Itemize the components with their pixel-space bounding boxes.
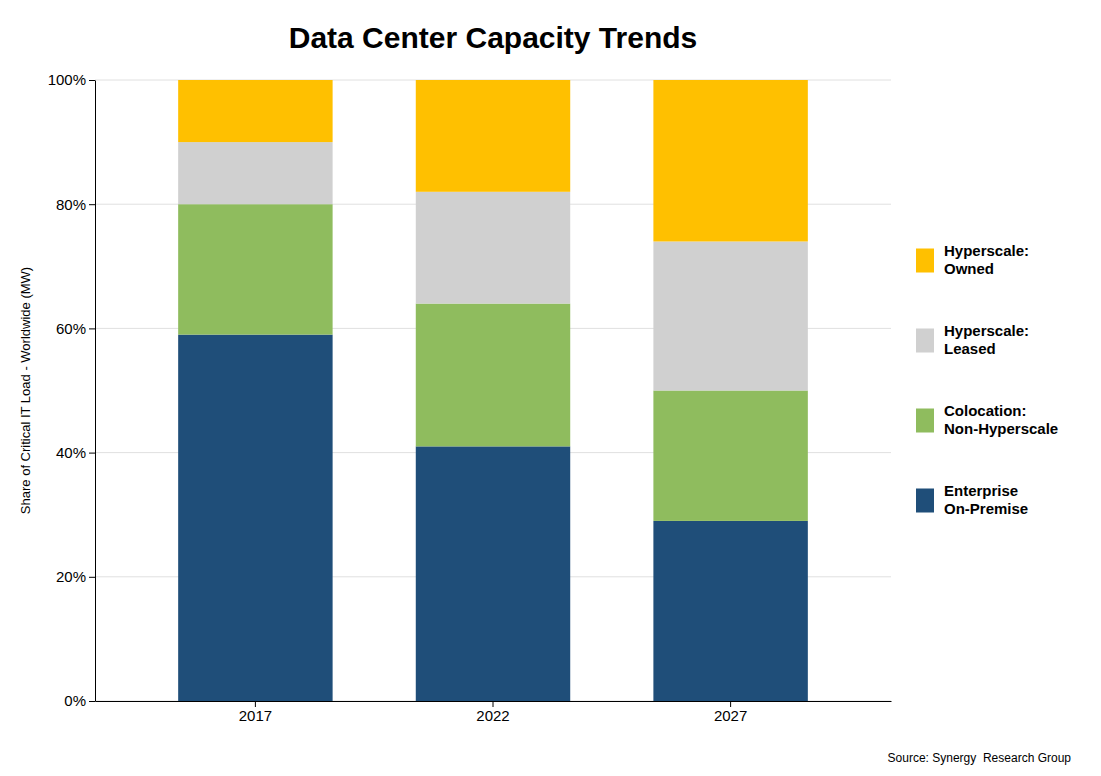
bar xyxy=(653,391,807,521)
source: Source: Synergy Research Group xyxy=(888,751,1072,765)
legend-item: Hyperscale:Owned xyxy=(916,241,1029,276)
legend: Hyperscale:Owned Hyperscale:Leased Colocat… xyxy=(916,241,1058,516)
tick-label: 100% xyxy=(48,71,86,88)
tick-mark xyxy=(89,328,95,329)
tick-label: 40% xyxy=(56,444,86,461)
tick-label: 0% xyxy=(64,692,86,709)
tick-label: 80% xyxy=(56,196,86,213)
legend-label: Hyperscale:Owned xyxy=(944,241,1029,276)
tick-mark xyxy=(89,204,95,205)
bar-series xyxy=(178,80,808,241)
axis-line xyxy=(95,81,96,702)
tick-label: 2022 xyxy=(476,707,509,724)
bar xyxy=(416,80,570,192)
tick-mark xyxy=(89,80,95,81)
bar xyxy=(178,142,332,204)
y-tick: 100% xyxy=(48,71,95,88)
x-axis: 2017 2022 2027 xyxy=(96,701,892,724)
y-tick: 40% xyxy=(56,444,95,461)
tick-label: 2027 xyxy=(714,707,747,724)
tick-mark xyxy=(89,701,95,702)
bar xyxy=(416,304,570,447)
plot: 0% 20% 40% 60% 80% 100% 2017 2022 2027 xyxy=(48,71,892,723)
bar xyxy=(178,204,332,334)
bar xyxy=(178,335,332,701)
y-tick: 80% xyxy=(56,196,95,213)
tick-mark xyxy=(89,453,95,454)
y-tick: 0% xyxy=(64,692,95,709)
legend-label: Colocation:Non-Hyperscale xyxy=(944,401,1058,436)
legend-swatch xyxy=(916,329,934,353)
legend-swatch xyxy=(916,489,934,513)
tick-label: 20% xyxy=(56,568,86,585)
bar xyxy=(416,446,570,701)
legend-swatch xyxy=(916,249,934,273)
bars xyxy=(178,80,808,701)
bar xyxy=(653,521,807,701)
bar xyxy=(653,241,807,390)
chart: 0% 20% 40% 60% 80% 100% 2017 2022 2027 Data Cente… xyxy=(0,0,1101,776)
legend-swatch xyxy=(916,409,934,433)
bar xyxy=(416,192,570,304)
legend-item: EnterpriseOn-Premise xyxy=(916,481,1028,516)
x-tick: 2017 xyxy=(239,701,272,724)
legend-label: EnterpriseOn-Premise xyxy=(944,481,1028,516)
x-tick: 2022 xyxy=(476,701,509,724)
x-tick: 2027 xyxy=(714,701,747,724)
bar xyxy=(653,80,807,241)
legend-item: Colocation:Non-Hyperscale xyxy=(916,401,1058,436)
legend-label: Hyperscale:Leased xyxy=(944,321,1029,356)
grid xyxy=(95,80,891,701)
y-axis: 0% 20% 40% 60% 80% 100% xyxy=(48,71,96,709)
y-tick: 60% xyxy=(56,320,95,337)
tick-label: 2017 xyxy=(239,707,272,724)
bar xyxy=(178,80,332,142)
title: Data Center Capacity Trends xyxy=(289,21,697,54)
y-axis-title: Share of Critical IT Load - Worldwide (M… xyxy=(18,267,33,514)
y-tick: 20% xyxy=(56,568,95,585)
tick-mark xyxy=(89,577,95,578)
tick-label: 60% xyxy=(56,320,86,337)
legend-item: Hyperscale:Leased xyxy=(916,321,1029,356)
